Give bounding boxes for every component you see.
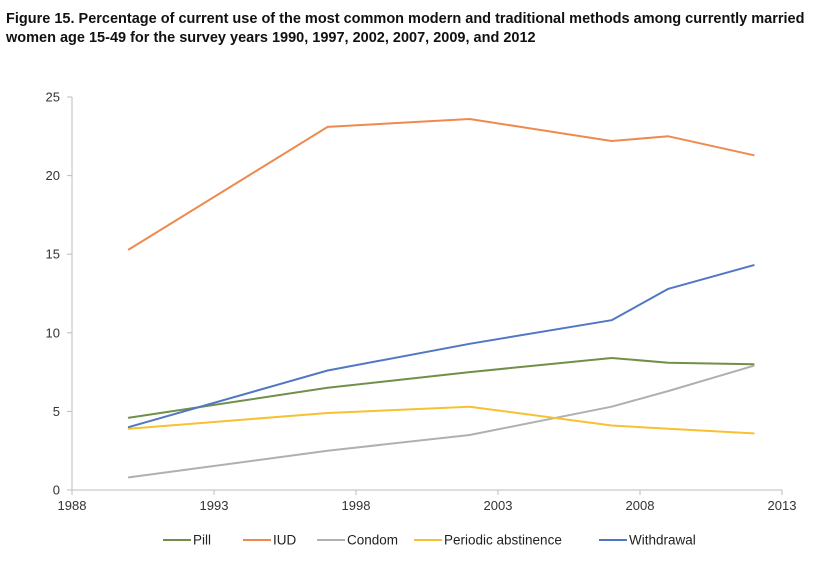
x-tick-label: 2013 [768, 498, 797, 513]
y-tick-label: 5 [53, 404, 60, 419]
y-tick-label: 15 [46, 247, 60, 262]
legend-item-periodic-abstinence: Periodic abstinence [414, 533, 562, 548]
legend-label: Withdrawal [629, 533, 696, 548]
x-tick-label: 2008 [626, 498, 655, 513]
x-tick-label: 2003 [484, 498, 513, 513]
y-tick-label: 0 [53, 483, 60, 498]
series-line-iud [127, 118, 755, 251]
legend-label: Periodic abstinence [444, 533, 562, 548]
legend-item-withdrawal: Withdrawal [599, 533, 696, 548]
x-tick-label: 1988 [58, 498, 87, 513]
legend-item-iud: IUD [243, 533, 297, 548]
y-tick-label: 20 [46, 168, 60, 183]
x-tick-label: 1993 [200, 498, 229, 513]
legend-item-condom: Condom [317, 533, 398, 548]
legend-label: Pill [193, 533, 211, 548]
legend-label: IUD [273, 533, 297, 548]
legend-label: Condom [347, 533, 398, 548]
series-line-condom [127, 364, 755, 479]
y-tick-label: 25 [46, 90, 60, 105]
legend: Pill IUD Condom Periodic abstinence Withdraw… [163, 533, 696, 548]
x-tick-label: 1998 [342, 498, 371, 513]
chart-title: Figure 15. Percentage of current use of … [6, 11, 805, 46]
axes: 0 5 10 15 20 25 1988 1993 1998 2003 2008 2013 [46, 90, 797, 514]
series-line-withdrawal [127, 264, 755, 429]
series-layer [127, 118, 755, 479]
legend-item-pill: Pill [163, 533, 211, 548]
series-line-periodic-abstinence [127, 405, 755, 435]
y-tick-label: 10 [46, 325, 60, 340]
series-line-pill [127, 357, 755, 419]
